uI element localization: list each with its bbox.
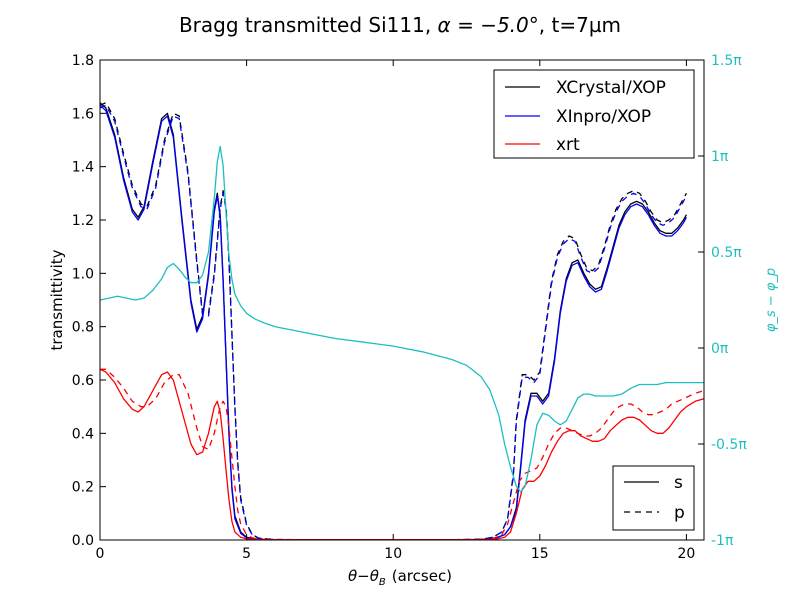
x-tick-label: 15 xyxy=(531,546,549,562)
plot-frame xyxy=(99,59,705,541)
y-tick-label: 0.6 xyxy=(72,373,94,389)
y-tick-label: 1.6 xyxy=(72,106,94,122)
y2-tick-label: 1π xyxy=(711,149,729,165)
legend-label-p: p xyxy=(674,503,685,523)
legend-pol-box xyxy=(612,465,695,531)
series-line-xrt-p xyxy=(100,368,704,540)
x-axis-label-unit: (arcsec) xyxy=(392,567,452,585)
chart-title-prefix: Bragg transmitted Si111, xyxy=(179,13,438,37)
legend-codes: XCrystal/XOP XInpro/XOP xrt xyxy=(493,69,695,159)
y-tick-label: 0.4 xyxy=(72,426,94,442)
legend-polarization: s p xyxy=(612,465,695,531)
y-tick-label: 1.4 xyxy=(72,160,94,176)
y-tick-label: 1.2 xyxy=(72,213,94,229)
series-layer xyxy=(100,102,704,540)
y2-tick-label: -0.5π xyxy=(711,437,747,453)
y-tick-label: 0.2 xyxy=(72,480,94,496)
y2-tick-label: 0π xyxy=(711,341,729,357)
legend-codes-box xyxy=(493,69,695,159)
y-tick-label: 1.8 xyxy=(72,53,94,69)
legend-label-s: s xyxy=(674,473,683,493)
x-axis-label-minus: − xyxy=(357,567,370,585)
y-tick-label: 1.0 xyxy=(72,266,94,282)
x-axis-label: θ−θB (arcsec) xyxy=(348,567,452,588)
x-tick-label: 5 xyxy=(242,546,251,562)
x-axis-label-theta: θ xyxy=(348,567,357,585)
y2-axis-label: φ_s − φ_p xyxy=(764,268,779,332)
series-line-phase-s-p xyxy=(100,145,704,493)
x-axis-label-subscript: B xyxy=(379,577,386,588)
y2-tick-label: 0.5π xyxy=(711,245,742,261)
x-tick-label: 20 xyxy=(677,546,695,562)
y-axis-label: transmittivity xyxy=(48,249,66,350)
legend-label-xrt: xrt xyxy=(556,135,580,155)
y2-tick-label: -1π xyxy=(711,533,734,549)
x-axis-label-theta-b: θ xyxy=(370,567,379,585)
y2-tick-label: 1.5π xyxy=(711,53,742,69)
x-tick-label: 10 xyxy=(384,546,402,562)
legend-label-xinpro: XInpro/XOP xyxy=(556,107,651,127)
y-tick-label: 0.8 xyxy=(72,320,94,336)
chart-title: Bragg transmitted Si111, α = −5.0°, t=7µ… xyxy=(179,13,621,37)
chart-title-alpha: α = −5.0° xyxy=(438,13,539,37)
y-tick-label: 0.0 xyxy=(72,533,94,549)
chart-title-suffix: , t=7µm xyxy=(539,13,621,37)
x-tick-label: 0 xyxy=(96,546,105,562)
legend-label-xcrystal: XCrystal/XOP xyxy=(556,78,666,98)
ticks-layer: 0 5 10 15 20 0.0 0.2 0.4 0.6 0.8 1.0 1.2 1.4 1.6 1.8 -1… xyxy=(72,53,748,562)
